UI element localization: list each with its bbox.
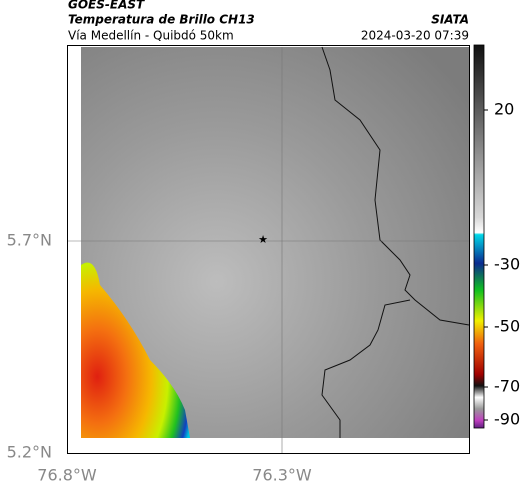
location-marker: ★ [258,233,268,246]
lon-label: 76.8°W [37,466,97,485]
colorbar-ticks: 20 -30 -50 -70 -90 [484,100,520,429]
axis-labels: 5.7°N 5.2°N 76.8°W 76.3°W [7,231,312,485]
colorbar-tick-label: -50 [494,317,520,336]
subtitle: Vía Medellín - Quibdó 50km [68,29,234,43]
colorbar-tick-label: -90 [494,410,520,429]
lat-label: 5.7°N [7,231,52,250]
title: Temperatura de Brillo CH13 [68,13,255,27]
source: SIATA [431,13,469,27]
lat-label: 5.2°N [7,443,52,462]
product: GOES-EAST [68,0,145,12]
colorbar-tick-label: -30 [494,255,520,274]
border [321,299,411,438]
colorbar-tick-label: 20 [494,100,514,119]
colorbar [473,44,485,429]
datetime: 2024-03-20 07:39 [361,29,469,43]
map-frame [67,45,470,454]
colorbar-tick-label: -70 [494,377,520,396]
lon-label: 76.3°W [252,466,312,485]
cold-cloud [81,262,190,438]
border [321,46,470,326]
